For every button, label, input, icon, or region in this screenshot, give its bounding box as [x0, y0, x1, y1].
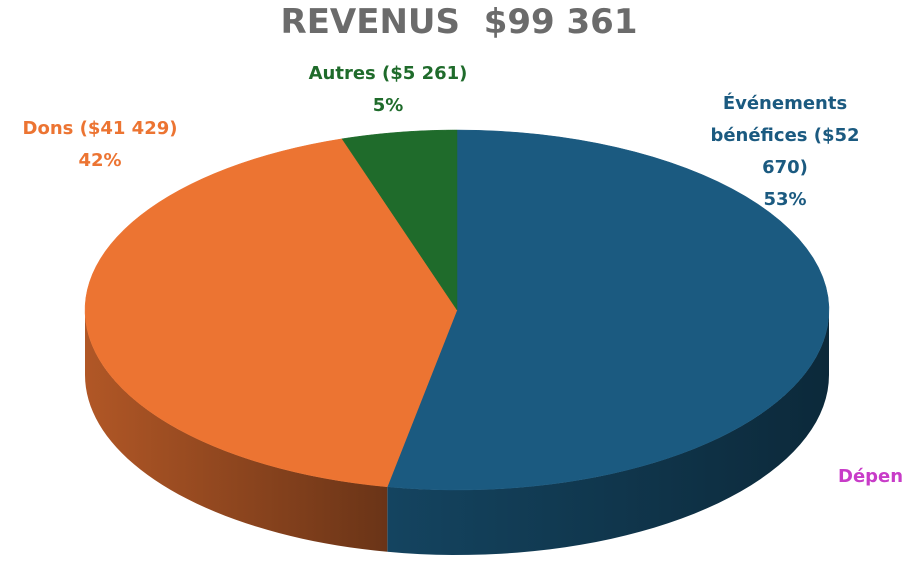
slice-label: Autres ($5 261) [308, 63, 468, 84]
slice-value-label: 5% [372, 95, 404, 116]
pie-slice [84, 138, 458, 488]
pie-slice [386, 129, 830, 491]
pie-side [387, 310, 829, 555]
slice-label: Dons ($41 429) [22, 118, 178, 139]
pie-slice [341, 129, 458, 311]
pie-side [85, 310, 388, 552]
slice-value-label: 53% [763, 189, 807, 210]
slice-value-label: 42% [78, 150, 122, 171]
annotation: Dépen [838, 466, 904, 487]
chart-title: REVENUS $99 361 [280, 2, 638, 42]
slice-label: Événements bénéfices ($52 670) [710, 93, 860, 178]
